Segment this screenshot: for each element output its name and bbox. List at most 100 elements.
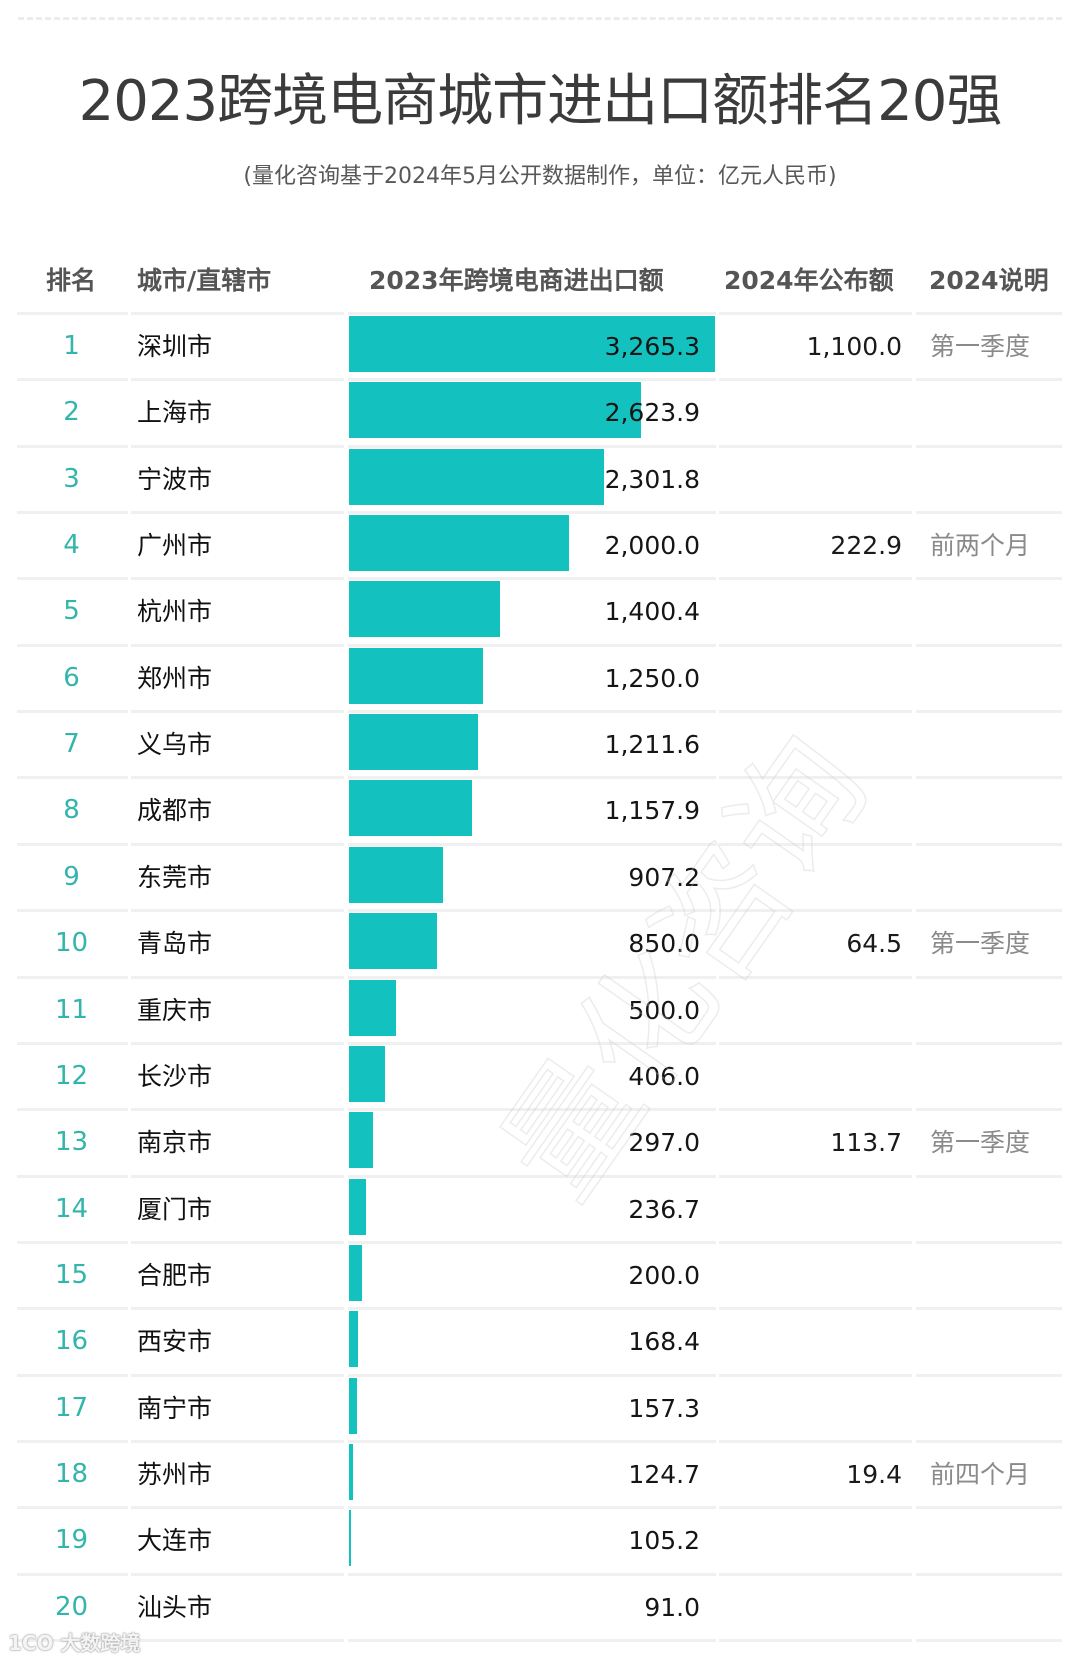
value-2024 (719, 647, 912, 710)
column-header-city: 城市/直辖市 (137, 266, 272, 295)
value-2023: 157.3 (628, 1393, 700, 1423)
rank-number: 7 (63, 729, 80, 760)
value-2024 (719, 381, 912, 444)
value-2023: 200.0 (628, 1260, 700, 1290)
table-row: 14 厦门市 236.7 (0, 1174, 1080, 1241)
value-2023-cell: 3,265.3 (348, 315, 716, 378)
row-divider (131, 312, 344, 315)
city-name: 上海市 (137, 398, 213, 428)
table-row: 11 重庆市 500.0 (0, 975, 1080, 1042)
row-divider (131, 776, 344, 780)
row-divider (131, 1373, 344, 1377)
row-divider (348, 842, 716, 846)
note-2024 (916, 1576, 1062, 1639)
value-2024: 113.7 (830, 1128, 902, 1158)
value-bar (349, 846, 444, 903)
value-2024 (719, 1178, 912, 1241)
row-divider (17, 444, 128, 448)
row-divider (916, 1439, 1062, 1443)
row-divider (348, 909, 716, 913)
value-2023: 907.2 (628, 862, 700, 892)
column-header-rank: 排名 (46, 266, 97, 295)
row-divider (17, 1174, 128, 1178)
rank-number: 10 (54, 928, 89, 959)
value-2024 (719, 580, 912, 643)
value-2024: 1,100.0 (806, 332, 902, 361)
row-divider (348, 312, 716, 315)
value-2023-cell: 1,250.0 (348, 647, 716, 710)
value-2024 (719, 713, 912, 776)
rank-number: 5 (63, 596, 80, 627)
row-divider (131, 1240, 344, 1244)
value-2024 (719, 1310, 912, 1373)
row-divider (131, 842, 344, 846)
city-name: 大连市 (137, 1526, 213, 1556)
row-divider (348, 1108, 716, 1112)
row-divider (916, 378, 1062, 382)
table-row: 19 大连市 105.2 (0, 1506, 1080, 1572)
value-bar (349, 1112, 373, 1169)
value-bar (349, 1045, 386, 1102)
row-divider (17, 1041, 128, 1045)
value-2024 (719, 1509, 912, 1572)
row-divider (131, 909, 344, 913)
value-2024 (719, 448, 912, 511)
column-header-value-2024: 2024年公布额 (724, 266, 894, 295)
value-2023: 1,250.0 (604, 663, 700, 693)
city-name: 厦门市 (137, 1194, 213, 1224)
row-divider (348, 975, 716, 979)
row-divider (348, 1572, 716, 1576)
row-divider (916, 710, 1062, 714)
row-divider (916, 1639, 1062, 1642)
row-divider (17, 710, 128, 714)
row-divider (131, 975, 344, 979)
table-row: 3 宁波市 2,301.8 (0, 444, 1080, 511)
row-divider (17, 1639, 128, 1642)
value-2023-cell: 236.7 (348, 1178, 716, 1241)
city-name: 宁波市 (137, 464, 213, 494)
page-title: 2023跨境电商城市进出口额排名20强 (78, 69, 1003, 134)
row-divider (131, 710, 344, 714)
row-divider (916, 1307, 1062, 1311)
table-row: 10 青岛市 850.0 64.5 第一季度 (0, 909, 1080, 975)
column-header-value-2023: 2023年跨境电商进出口额 (369, 266, 664, 295)
row-divider (719, 444, 912, 448)
row-divider (719, 1373, 912, 1377)
table-row: 1 深圳市 3,265.3 1,100.0 第一季度 (0, 312, 1080, 378)
note-2024: 第一季度 (930, 929, 1031, 959)
value-2023: 124.7 (628, 1459, 700, 1489)
note-2024 (916, 1178, 1062, 1241)
row-divider (17, 511, 128, 515)
rank-number: 2 (63, 397, 80, 428)
value-2024: 222.9 (830, 531, 902, 561)
value-2023-cell: 200.0 (348, 1244, 716, 1307)
row-divider (348, 643, 716, 647)
row-divider (719, 1506, 912, 1510)
value-2023-cell: 91.0 (348, 1576, 716, 1639)
city-name: 郑州市 (137, 663, 213, 693)
row-divider (719, 1307, 912, 1311)
rank-number: 13 (54, 1127, 89, 1158)
row-divider (131, 511, 344, 515)
note-2024 (916, 448, 1062, 511)
note-2024 (916, 1045, 1062, 1108)
row-divider (348, 444, 716, 448)
row-divider (916, 842, 1062, 846)
city-name: 成都市 (137, 796, 213, 826)
value-2024 (719, 1377, 912, 1440)
rank-number: 3 (63, 463, 80, 494)
rank-number: 4 (63, 530, 80, 561)
city-name: 深圳市 (137, 332, 213, 361)
note-2024 (916, 647, 1062, 710)
row-divider (348, 1373, 716, 1377)
value-2023: 91.0 (644, 1592, 700, 1622)
city-name: 合肥市 (137, 1260, 213, 1290)
value-2023-cell: 500.0 (348, 979, 716, 1042)
value-bar (349, 1311, 358, 1368)
value-2023: 2,623.9 (604, 398, 700, 428)
row-divider (348, 1240, 716, 1244)
row-divider (17, 1108, 128, 1112)
value-2023-cell: 2,623.9 (348, 381, 716, 444)
row-divider (131, 1108, 344, 1112)
table-row: 20 汕头市 91.0 (0, 1572, 1080, 1639)
